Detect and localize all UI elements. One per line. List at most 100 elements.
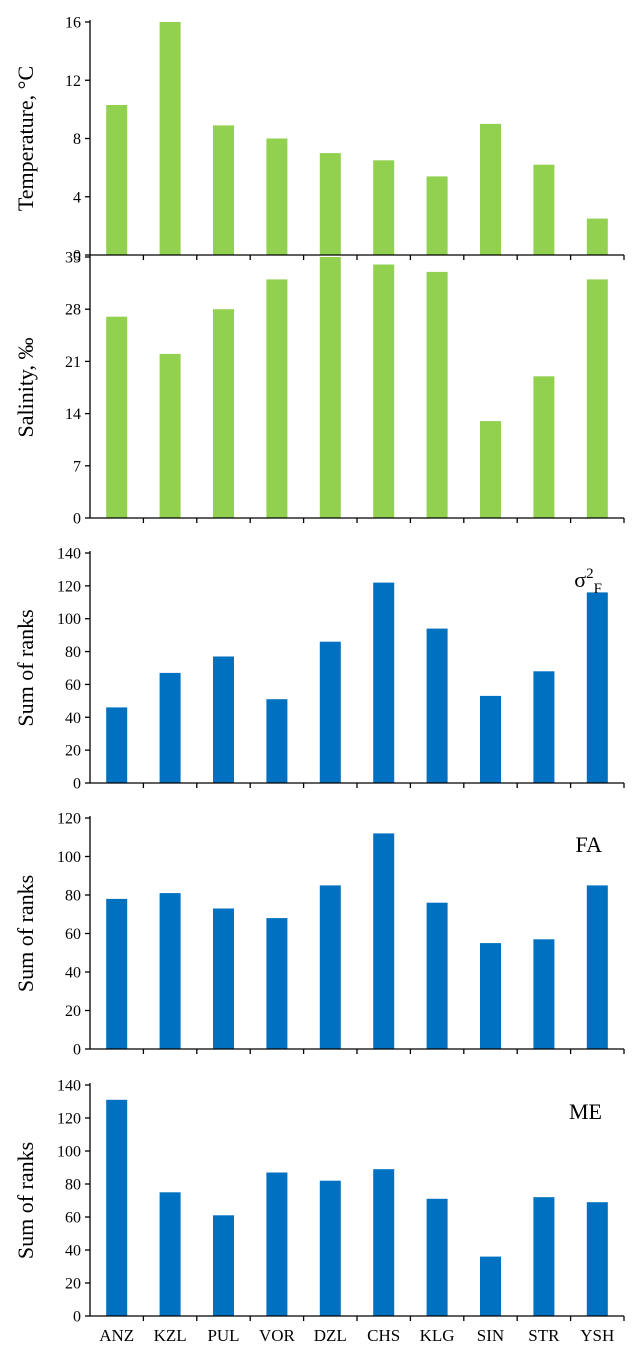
bar-vor xyxy=(266,918,288,1049)
chart-panel-4: 0 20 40 60 80 100 120 Sum of ranks FA xyxy=(13,811,625,1059)
y-tick-label: 80 xyxy=(65,1177,81,1194)
category-label-vor: VOR xyxy=(259,1326,296,1345)
chart-panel-1: 0 4 8 12 16 Temperature, °C xyxy=(13,15,625,265)
y-tick-label: 140 xyxy=(57,546,81,563)
y-tick-label: 80 xyxy=(65,644,81,661)
bar-vor xyxy=(266,279,288,518)
bar-anz xyxy=(106,898,128,1049)
bar-chs xyxy=(373,582,395,783)
y-tick-label: 100 xyxy=(57,611,81,628)
category-label-chs: CHS xyxy=(367,1326,400,1345)
bar-str xyxy=(533,671,555,783)
bar-vor xyxy=(266,1172,288,1316)
bar-pul xyxy=(213,656,234,783)
panel-label: FA xyxy=(576,832,603,857)
chart-panel-5: 0 20 40 60 80 100 120 140 Sum of ranks ME ANZ KZL PU… xyxy=(13,1078,625,1345)
bar-str xyxy=(533,164,555,255)
panel-label: σ2F xyxy=(574,566,602,597)
y-tick-label: 8 xyxy=(73,131,81,148)
y-tick-label: 7 xyxy=(73,458,81,475)
y-tick-label: 12 xyxy=(65,73,81,90)
y-tick-label: 40 xyxy=(65,710,81,727)
y-tick-label: 28 xyxy=(65,302,81,319)
y-tick-label: 20 xyxy=(65,1276,81,1293)
bar-kzl xyxy=(159,1192,181,1317)
y-tick-label: 0 xyxy=(73,776,81,793)
y-tick-label: 20 xyxy=(65,1003,81,1020)
y-axis-title: Sum of ranks xyxy=(13,1142,38,1259)
y-axis-title: Sum of ranks xyxy=(13,609,38,726)
y-tick-label: 60 xyxy=(65,677,81,694)
bar-kzl xyxy=(159,353,181,518)
bar-kzl xyxy=(159,672,181,783)
bar-ysh xyxy=(586,279,608,518)
category-label-dzl: DZL xyxy=(314,1326,347,1345)
bar-chs xyxy=(373,1169,395,1316)
chart-panel-2: 0 7 14 21 28 35 Salinity, ‰ xyxy=(13,250,625,528)
category-label-ysh: YSH xyxy=(580,1326,614,1345)
y-tick-label: 120 xyxy=(57,811,81,828)
y-tick-label: 20 xyxy=(65,743,81,760)
bar-klg xyxy=(426,176,448,255)
bar-kzl xyxy=(159,22,181,255)
panel-label-sup: 2 xyxy=(586,566,594,582)
category-label-sin: SIN xyxy=(477,1326,504,1345)
bar-sin xyxy=(480,943,501,1049)
category-label-pul: PUL xyxy=(207,1326,239,1345)
bar-chs xyxy=(373,264,395,518)
bar-ysh xyxy=(586,218,608,255)
y-tick-label: 35 xyxy=(65,250,81,267)
y-tick-label: 0 xyxy=(73,1309,81,1326)
y-axis-title: Temperature, °C xyxy=(13,66,38,211)
bar-vor xyxy=(266,138,288,255)
bar-chs xyxy=(373,833,395,1049)
bar-anz xyxy=(106,707,128,783)
bar-anz xyxy=(106,316,128,518)
bar-pul xyxy=(213,908,234,1049)
category-label-klg: KLG xyxy=(420,1326,455,1345)
bar-str xyxy=(533,376,555,518)
y-axis-title: Salinity, ‰ xyxy=(13,337,38,437)
y-tick-label: 100 xyxy=(57,1144,81,1161)
bar-pul xyxy=(213,125,234,256)
bar-chs xyxy=(373,160,395,255)
y-tick-label: 60 xyxy=(65,1210,81,1227)
y-tick-label: 80 xyxy=(65,888,81,905)
bar-str xyxy=(533,939,555,1049)
bar-sin xyxy=(480,421,501,518)
bar-sin xyxy=(480,123,501,256)
bar-ysh xyxy=(586,592,608,783)
y-tick-label: 120 xyxy=(57,578,81,595)
y-tick-label: 120 xyxy=(57,1111,81,1128)
bar-klg xyxy=(426,628,448,783)
category-label-anz: ANZ xyxy=(99,1326,134,1345)
bar-kzl xyxy=(159,893,181,1049)
y-tick-label: 16 xyxy=(65,15,81,32)
bar-ysh xyxy=(586,885,608,1049)
bar-anz xyxy=(106,1099,128,1316)
y-tick-label: 0 xyxy=(73,248,81,265)
panel-label: ME xyxy=(569,1099,602,1124)
panel-label-sub: F xyxy=(594,581,602,597)
bar-dzl xyxy=(319,885,341,1049)
bar-anz xyxy=(106,105,128,255)
bar-pul xyxy=(213,1215,234,1316)
bar-dzl xyxy=(319,257,341,518)
bar-sin xyxy=(480,1256,501,1316)
y-tick-label: 100 xyxy=(57,849,81,866)
y-axis-title: Sum of ranks xyxy=(13,875,38,992)
y-tick-label: 4 xyxy=(73,189,81,206)
bar-dzl xyxy=(319,641,341,783)
y-tick-label: 21 xyxy=(65,354,81,371)
bar-pul xyxy=(213,309,234,518)
y-tick-label: 0 xyxy=(73,1042,81,1059)
bar-vor xyxy=(266,699,288,783)
chart-panel-3: 0 20 40 60 80 100 120 140 Sum of ranks σ2F xyxy=(13,546,625,793)
y-tick-label: 40 xyxy=(65,1243,81,1260)
bar-dzl xyxy=(319,1180,341,1316)
bar-klg xyxy=(426,1198,448,1316)
bar-klg xyxy=(426,902,448,1049)
y-tick-label: 14 xyxy=(65,406,81,423)
bar-klg xyxy=(426,271,448,518)
category-label-kzl: KZL xyxy=(154,1326,187,1345)
